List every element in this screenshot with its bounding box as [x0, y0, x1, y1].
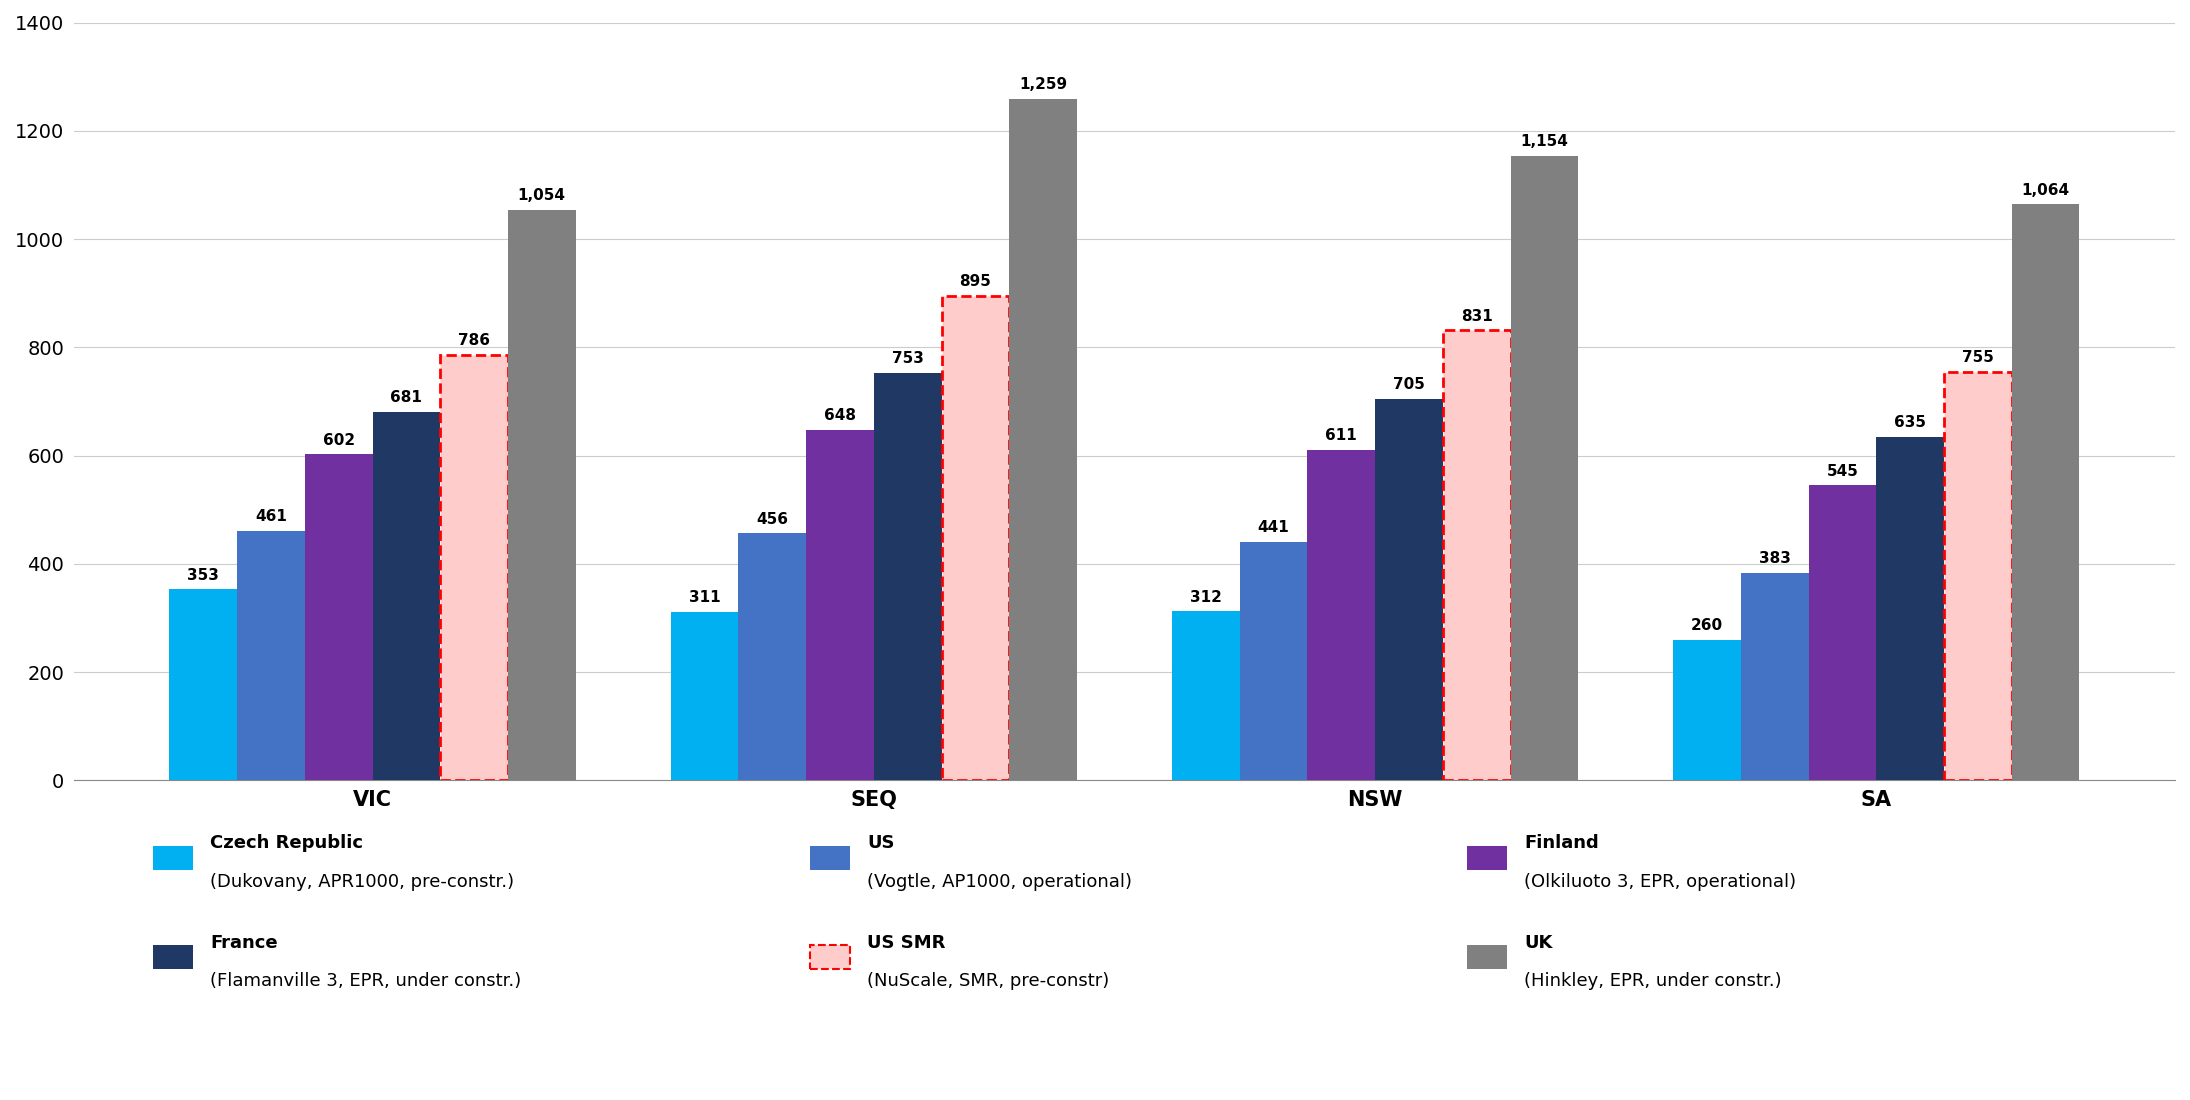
Bar — [1240, 541, 1307, 780]
Bar — [440, 355, 508, 780]
Text: 705: 705 — [1393, 377, 1426, 393]
Bar — [1673, 639, 1741, 780]
Bar — [1945, 372, 2013, 780]
Text: US SMR: US SMR — [867, 934, 946, 952]
Bar — [169, 590, 237, 780]
Text: 441: 441 — [1257, 520, 1290, 535]
Text: 755: 755 — [1962, 350, 1993, 365]
Bar — [237, 531, 304, 780]
Bar — [1511, 156, 1579, 780]
Text: Czech Republic: Czech Republic — [210, 835, 364, 852]
Text: 1,154: 1,154 — [1520, 134, 1568, 150]
Bar — [1877, 437, 1945, 780]
Text: US: US — [867, 835, 896, 852]
Text: 753: 753 — [891, 351, 924, 366]
Text: 635: 635 — [1894, 415, 1927, 430]
Text: 545: 545 — [1826, 464, 1859, 478]
Text: Finland: Finland — [1524, 835, 1599, 852]
Bar — [1307, 450, 1375, 780]
Text: 456: 456 — [756, 512, 788, 527]
Text: 895: 895 — [959, 274, 992, 289]
Text: 260: 260 — [1691, 618, 1724, 634]
Bar — [806, 429, 874, 780]
Bar — [874, 373, 942, 780]
Text: France: France — [210, 934, 278, 952]
Bar — [1172, 612, 1240, 780]
Text: 602: 602 — [322, 433, 355, 448]
Bar — [372, 411, 440, 780]
Bar — [2013, 205, 2080, 780]
Bar — [304, 454, 372, 780]
Text: 461: 461 — [254, 509, 287, 525]
Text: 311: 311 — [690, 591, 721, 605]
Text: 1,054: 1,054 — [517, 188, 565, 204]
Text: 1,064: 1,064 — [2021, 183, 2070, 198]
Bar — [508, 210, 576, 780]
Text: 831: 831 — [1461, 309, 1494, 324]
Text: (Vogtle, AP1000, operational): (Vogtle, AP1000, operational) — [867, 873, 1132, 891]
Bar — [1443, 330, 1511, 780]
Text: 1,259: 1,259 — [1018, 77, 1067, 92]
Text: (Flamanville 3, EPR, under constr.): (Flamanville 3, EPR, under constr.) — [210, 972, 521, 990]
Text: (Olkiluoto 3, EPR, operational): (Olkiluoto 3, EPR, operational) — [1524, 873, 1796, 891]
Bar — [942, 296, 1010, 780]
Text: (Dukovany, APR1000, pre-constr.): (Dukovany, APR1000, pre-constr.) — [210, 873, 515, 891]
Bar — [738, 534, 806, 780]
Text: UK: UK — [1524, 934, 1553, 952]
Text: 648: 648 — [823, 408, 856, 424]
Text: (Hinkley, EPR, under constr.): (Hinkley, EPR, under constr.) — [1524, 972, 1783, 990]
Text: (NuScale, SMR, pre-constr): (NuScale, SMR, pre-constr) — [867, 972, 1110, 990]
Bar — [670, 612, 738, 780]
Bar — [1741, 573, 1809, 780]
Text: 681: 681 — [390, 390, 423, 405]
Text: 383: 383 — [1759, 551, 1791, 566]
Text: 611: 611 — [1325, 428, 1358, 443]
Bar — [1010, 99, 1077, 780]
Bar — [1375, 398, 1443, 780]
Bar — [1809, 485, 1877, 780]
Text: 353: 353 — [188, 568, 219, 583]
Text: 312: 312 — [1189, 590, 1222, 605]
Text: 786: 786 — [458, 333, 491, 349]
